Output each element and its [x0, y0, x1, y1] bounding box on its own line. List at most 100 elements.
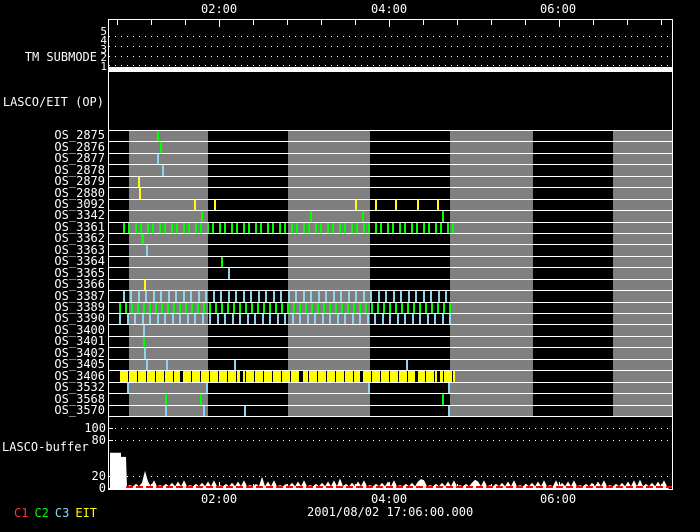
event-tick	[400, 291, 402, 302]
time-tick-top	[253, 20, 254, 25]
event-tick	[248, 222, 250, 233]
observation-window-band	[288, 222, 370, 233]
event-tick	[228, 291, 230, 302]
event-tick	[352, 314, 354, 325]
event-tick	[164, 222, 166, 233]
event-tick	[440, 222, 442, 233]
event-tick	[213, 291, 215, 302]
time-tick-top	[525, 20, 526, 25]
time-tick-top	[389, 20, 390, 27]
event-tick	[362, 211, 364, 222]
observation-window-band	[288, 348, 370, 359]
event-tick	[416, 222, 418, 233]
observation-window-band	[129, 211, 208, 222]
event-tick	[341, 302, 343, 313]
row-label: OS_3363	[54, 242, 105, 257]
event-tick	[407, 302, 409, 313]
event-tick	[205, 291, 207, 302]
event-tick	[153, 291, 155, 302]
event-tick	[308, 222, 310, 233]
observation-window-band	[450, 222, 533, 233]
event-tick	[281, 302, 283, 313]
observation-window-band	[129, 325, 208, 336]
timeline-row	[109, 324, 672, 336]
observation-window-band	[450, 394, 533, 405]
event-tick	[374, 314, 376, 325]
observation-window-band	[129, 188, 208, 199]
time-axis-label-bottom: 02:00	[201, 492, 238, 506]
event-tick	[377, 302, 379, 313]
event-tick	[292, 314, 294, 325]
event-tick	[273, 291, 275, 302]
event-tick	[448, 405, 450, 416]
event-tick	[119, 314, 121, 325]
datetime-stamp: 2001/08/02 17:06:00.000	[307, 505, 474, 519]
timeline-row	[109, 301, 672, 313]
event-tick	[175, 291, 177, 302]
event-tick	[267, 222, 269, 233]
event-tick	[197, 302, 199, 313]
row-label: OS_2878	[54, 162, 105, 177]
event-tick	[149, 302, 151, 313]
event-band-gap	[300, 371, 303, 382]
event-tick	[224, 314, 226, 325]
lasco-buffer-label: LASCO-buffer	[2, 440, 89, 454]
timeline-row	[109, 370, 672, 382]
event-tick	[200, 394, 202, 405]
observation-window-band	[288, 291, 370, 302]
event-tick	[317, 302, 319, 313]
event-tick	[194, 314, 196, 325]
observation-window-band	[288, 256, 370, 268]
event-tick	[355, 291, 357, 302]
buffer-ytick-label: 20	[91, 468, 106, 483]
timeline-row	[109, 381, 672, 394]
observation-window-band	[129, 336, 208, 348]
observation-window-band	[450, 142, 533, 153]
timeline-row	[109, 267, 672, 279]
timeline-row	[109, 130, 672, 142]
event-tick	[288, 291, 290, 302]
observation-window-band	[613, 314, 672, 325]
event-tick	[284, 222, 286, 233]
event-tick	[172, 314, 174, 325]
observation-window-band	[613, 188, 672, 199]
observation-window-band	[129, 279, 208, 291]
event-tick	[430, 291, 432, 302]
legend-item-c3: C3	[54, 506, 70, 520]
observation-window-band	[450, 302, 533, 313]
event-tick	[190, 291, 192, 302]
timeline-row	[109, 335, 672, 348]
event-tick	[183, 291, 185, 302]
event-tick	[307, 314, 309, 325]
event-tick	[327, 222, 329, 233]
observation-window-band	[613, 153, 672, 165]
event-tick	[166, 359, 168, 371]
event-band-gap	[360, 371, 363, 382]
tm-ytick-label: 4	[100, 33, 107, 47]
event-tick	[367, 314, 369, 325]
observation-window-band	[129, 176, 208, 188]
event-tick	[198, 291, 200, 302]
event-tick	[311, 302, 313, 313]
event-tick	[452, 222, 454, 233]
timeline-row	[109, 313, 672, 325]
event-tick	[431, 302, 433, 313]
event-tick	[224, 222, 226, 233]
buffer-gridline	[109, 475, 672, 477]
row-label: OS_2877	[54, 151, 105, 166]
event-tick	[187, 314, 189, 325]
event-tick	[142, 314, 144, 325]
timeline-row	[109, 141, 672, 153]
legend-item-eit: EIT	[75, 506, 98, 520]
event-tick	[164, 314, 166, 325]
observation-window-band	[450, 245, 533, 256]
observation-window-band	[288, 279, 370, 291]
timeline-row	[109, 393, 672, 405]
event-tick	[296, 222, 298, 233]
tm-gridline	[109, 36, 672, 37]
event-tick	[347, 302, 349, 313]
event-tick	[445, 291, 447, 302]
event-tick	[159, 222, 161, 233]
event-tick	[201, 211, 203, 222]
event-tick	[227, 302, 229, 313]
